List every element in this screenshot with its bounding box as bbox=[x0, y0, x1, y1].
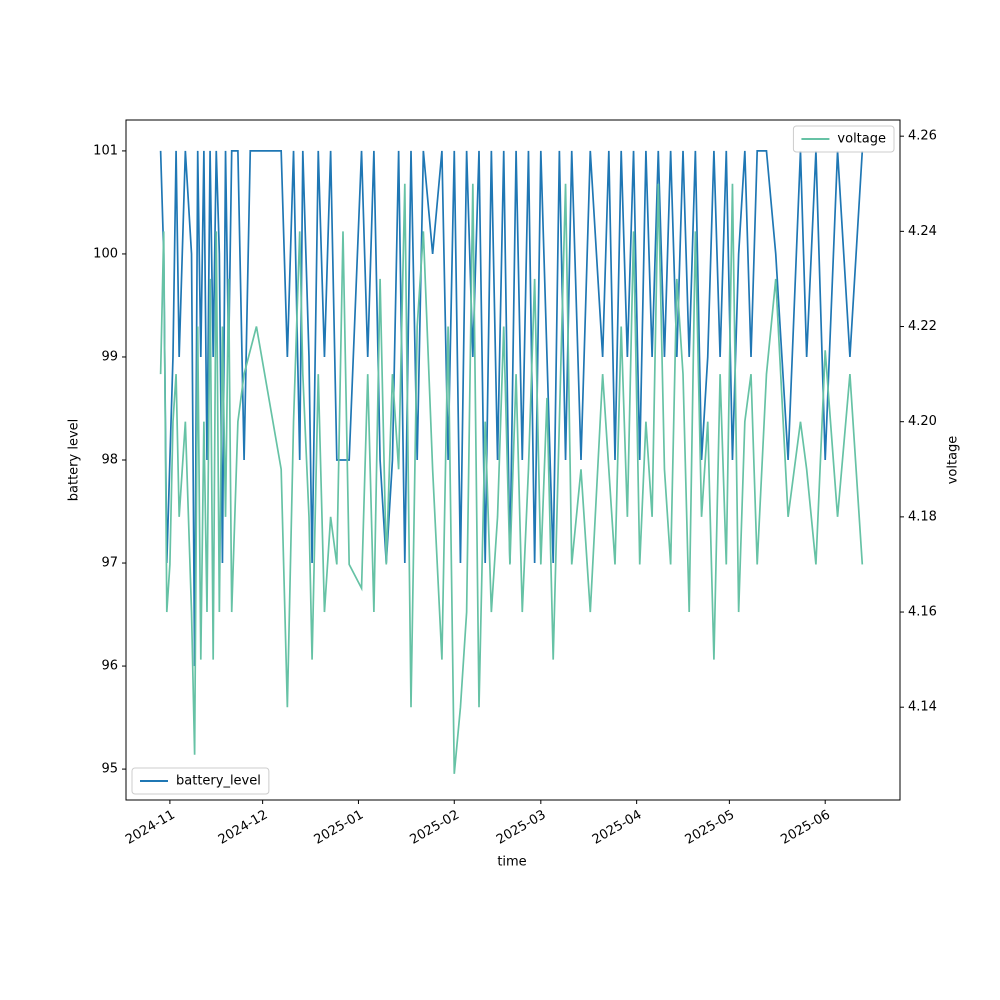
x-tick-label: 2024-12 bbox=[216, 808, 271, 848]
y2-tick-label: 4.18 bbox=[908, 509, 937, 524]
y2-tick-label: 4.16 bbox=[908, 605, 937, 620]
y-tick-label: 99 bbox=[101, 349, 118, 364]
x-tick-label: 2025-06 bbox=[778, 808, 833, 848]
y-tick-label: 100 bbox=[93, 246, 118, 261]
legend: voltage bbox=[792, 125, 895, 153]
x-axis-label: time bbox=[497, 855, 526, 870]
legend-label: battery_level bbox=[176, 774, 261, 789]
x-tick-label: 2025-04 bbox=[590, 808, 645, 848]
x-tick-label: 2025-01 bbox=[312, 808, 367, 848]
legend: battery_level bbox=[131, 767, 270, 795]
y-tick-label: 97 bbox=[101, 556, 118, 571]
y-tick-label: 98 bbox=[101, 453, 118, 468]
series-line bbox=[159, 150, 864, 667]
legend-box bbox=[792, 125, 895, 153]
x-tick-label: 2025-02 bbox=[407, 808, 462, 848]
y2-tick-label: 4.14 bbox=[908, 700, 937, 715]
x-tick-label: 2025-05 bbox=[683, 808, 738, 848]
legend-box bbox=[131, 767, 270, 795]
y-tick-label: 101 bbox=[93, 143, 118, 158]
y2-tick-label: 4.26 bbox=[908, 129, 937, 144]
series-line bbox=[159, 183, 864, 774]
y2-tick-label: 4.20 bbox=[908, 414, 937, 429]
x-tick-label: 2025-03 bbox=[494, 808, 549, 848]
y2-tick-label: 4.22 bbox=[908, 319, 937, 334]
legend-label: voltage bbox=[837, 132, 886, 147]
y-tick-label: 96 bbox=[101, 659, 118, 674]
x-tick-label: 2024-11 bbox=[123, 808, 178, 848]
y-axis-label: battery level bbox=[67, 419, 82, 502]
y2-tick-label: 4.24 bbox=[908, 224, 937, 239]
y-tick-label: 95 bbox=[101, 762, 118, 777]
y2-axis-label: voltage bbox=[946, 436, 961, 485]
